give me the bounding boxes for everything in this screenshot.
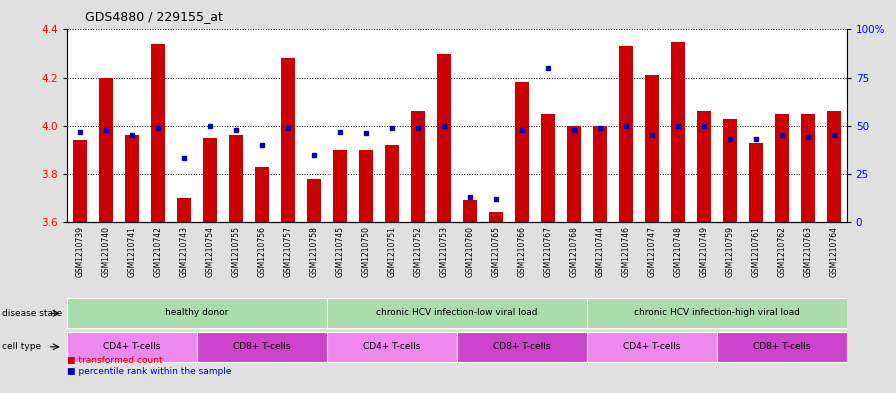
Bar [125, 135, 139, 222]
Text: GSM1210765: GSM1210765 [491, 226, 501, 277]
Text: ■ transformed count: ■ transformed count [67, 356, 163, 365]
Bar [801, 114, 814, 222]
Bar [671, 42, 685, 222]
Text: GSM1210742: GSM1210742 [153, 226, 163, 277]
Bar [619, 46, 633, 222]
Text: GSM1210751: GSM1210751 [387, 226, 397, 277]
Text: CD4+ T-cells: CD4+ T-cells [103, 342, 161, 351]
Bar [281, 58, 295, 222]
Bar [73, 140, 87, 222]
Text: chronic HCV infection-high viral load: chronic HCV infection-high viral load [633, 308, 800, 317]
Bar [203, 138, 217, 222]
Text: GDS4880 / 229155_at: GDS4880 / 229155_at [85, 10, 223, 23]
Text: GSM1210744: GSM1210744 [595, 226, 605, 277]
Bar [67, 298, 327, 329]
Text: GSM1210745: GSM1210745 [335, 226, 345, 277]
Text: disease state: disease state [2, 309, 62, 318]
Text: GSM1210762: GSM1210762 [777, 226, 787, 277]
Text: GSM1210764: GSM1210764 [829, 226, 839, 277]
Text: GSM1210767: GSM1210767 [543, 226, 553, 277]
Bar [307, 179, 321, 222]
Text: GSM1210739: GSM1210739 [75, 226, 85, 277]
Bar [229, 135, 243, 222]
Text: GSM1210761: GSM1210761 [751, 226, 761, 277]
Bar [723, 119, 737, 222]
Text: GSM1210763: GSM1210763 [803, 226, 813, 277]
Bar [717, 332, 847, 362]
Text: GSM1210746: GSM1210746 [621, 226, 631, 277]
Text: GSM1210750: GSM1210750 [361, 226, 371, 277]
Bar [827, 111, 840, 222]
Bar [587, 332, 717, 362]
Text: CD4+ T-cells: CD4+ T-cells [363, 342, 421, 351]
Text: GSM1210749: GSM1210749 [699, 226, 709, 277]
Text: chronic HCV infection-low viral load: chronic HCV infection-low viral load [376, 308, 538, 317]
Bar [411, 111, 425, 222]
Text: GSM1210758: GSM1210758 [309, 226, 319, 277]
Text: GSM1210747: GSM1210747 [647, 226, 657, 277]
Bar [99, 77, 113, 222]
Text: CD8+ T-cells: CD8+ T-cells [753, 342, 811, 351]
Bar [749, 143, 762, 222]
Bar [515, 83, 529, 222]
Text: healthy donor: healthy donor [166, 308, 228, 317]
Bar [255, 167, 269, 222]
Bar [437, 53, 451, 222]
Bar [67, 332, 197, 362]
Bar [489, 212, 503, 222]
Bar [541, 114, 555, 222]
Text: GSM1210743: GSM1210743 [179, 226, 189, 277]
Text: cell type: cell type [2, 342, 41, 351]
Text: GSM1210759: GSM1210759 [725, 226, 735, 277]
Bar [593, 126, 607, 222]
Text: CD8+ T-cells: CD8+ T-cells [493, 342, 551, 351]
Text: GSM1210752: GSM1210752 [413, 226, 423, 277]
Text: GSM1210754: GSM1210754 [205, 226, 215, 277]
Bar [463, 200, 477, 222]
Bar [775, 114, 788, 222]
Bar [333, 150, 347, 222]
Bar [177, 198, 191, 222]
Text: GSM1210768: GSM1210768 [569, 226, 579, 277]
Text: GSM1210766: GSM1210766 [517, 226, 527, 277]
Bar [385, 145, 399, 222]
Bar [327, 298, 587, 329]
Bar [457, 332, 587, 362]
Text: GSM1210760: GSM1210760 [465, 226, 475, 277]
Bar [587, 298, 847, 329]
Text: GSM1210755: GSM1210755 [231, 226, 241, 277]
Bar [645, 75, 659, 222]
Text: GSM1210757: GSM1210757 [283, 226, 293, 277]
Bar [697, 111, 711, 222]
Bar [197, 332, 327, 362]
Bar [359, 150, 373, 222]
Text: CD4+ T-cells: CD4+ T-cells [623, 342, 681, 351]
Text: ■ percentile rank within the sample: ■ percentile rank within the sample [67, 367, 232, 376]
Text: GSM1210748: GSM1210748 [673, 226, 683, 277]
Text: GSM1210753: GSM1210753 [439, 226, 449, 277]
Bar [327, 332, 457, 362]
Bar [567, 126, 581, 222]
Text: CD8+ T-cells: CD8+ T-cells [233, 342, 291, 351]
Text: GSM1210756: GSM1210756 [257, 226, 267, 277]
Bar [151, 44, 165, 222]
Text: GSM1210740: GSM1210740 [101, 226, 111, 277]
Text: GSM1210741: GSM1210741 [127, 226, 137, 277]
